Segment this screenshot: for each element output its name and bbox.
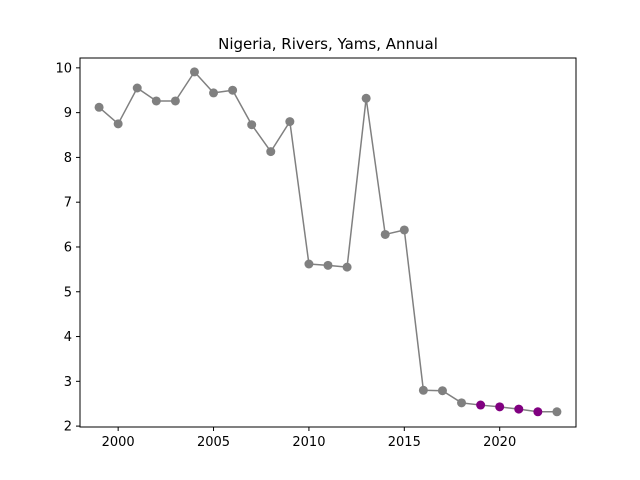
y-tick-label: 4 [64,330,72,345]
plot-area-frame [79,57,577,428]
data-point [113,119,123,129]
data-point [228,85,238,95]
data-point [361,93,371,103]
data-point [476,400,486,410]
y-tick-label: 6 [64,240,72,255]
data-point [209,88,219,98]
data-point [189,67,199,77]
data-point [323,260,333,270]
x-tick-label: 2015 [388,435,421,450]
y-axis: 2 3 4 5 6 7 8 9 10 [55,61,80,435]
data-point [132,83,142,93]
y-tick-label: 5 [64,285,72,300]
data-point [418,385,428,395]
x-axis: 2000 2005 2010 2015 2020 [102,427,516,450]
data-point [495,402,505,412]
data-point [170,96,180,106]
data-point [399,225,409,235]
data-point [94,102,104,112]
data-point [533,407,543,417]
y-tick-label: 9 [64,106,72,121]
series-points [94,67,562,417]
data-point [247,120,257,130]
data-point [304,259,314,269]
data-point [514,404,524,414]
x-tick-label: 2005 [197,435,230,450]
y-tick-label: 3 [64,375,72,390]
x-tick-label: 2000 [102,435,135,450]
data-point [342,262,352,272]
data-point [457,398,467,408]
y-tick-label: 10 [55,61,72,76]
y-tick-label: 2 [64,420,72,435]
data-point [285,117,295,127]
y-tick-label: 7 [64,196,72,211]
x-tick-label: 2020 [483,435,516,450]
data-point [437,386,447,396]
chart-title: Nigeria, Rivers, Yams, Annual [218,35,438,53]
data-point [266,147,276,157]
data-point [151,96,161,106]
x-tick-label: 2010 [292,435,325,450]
data-point [380,229,390,239]
series-lines [98,71,557,413]
series-line [98,71,557,413]
data-point [552,407,562,417]
y-tick-label: 8 [64,151,72,166]
